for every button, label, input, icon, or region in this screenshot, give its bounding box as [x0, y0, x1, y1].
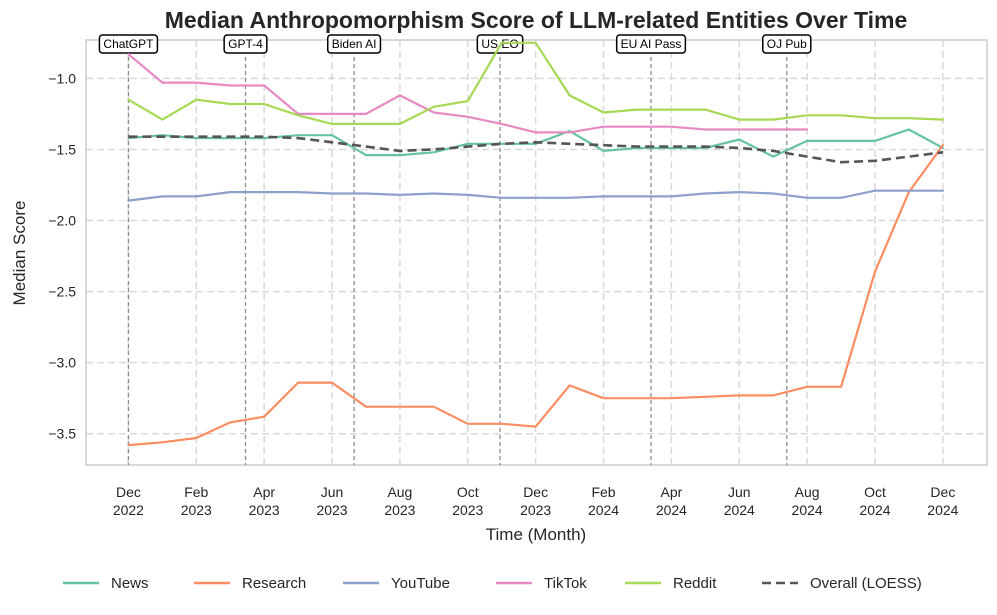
legend-label: News — [111, 575, 149, 592]
y-tick-label: −2.5 — [48, 284, 76, 300]
x-tick-label: Dec 2022 — [113, 484, 144, 518]
series-line-reddit — [127, 41, 945, 126]
event-label: ChatGPT — [98, 34, 159, 54]
series-lines — [127, 41, 945, 447]
x-axis-ticks: Dec 2022 Feb 2023 Apr 2023 Jun 2023 Aug 2023 Oct 20… — [113, 484, 959, 518]
series-line-tiktok — [127, 53, 809, 134]
x-axis-label: Time (Month) — [486, 525, 586, 544]
legend-item: Overall (LOESS) — [762, 575, 922, 592]
grid — [86, 40, 987, 465]
y-tick-label: −2.0 — [48, 213, 76, 229]
x-tick-label: Feb 2024 — [588, 484, 619, 518]
event-label: GPT-4 — [223, 34, 268, 54]
y-tick-label: −3.0 — [48, 355, 76, 371]
x-tick-label: Aug 2023 — [384, 484, 415, 518]
plot-frame — [85, 39, 988, 466]
event-label: EU AI Pass — [615, 34, 687, 54]
event-label-text: ChatGPT — [103, 37, 154, 51]
event-label-box — [223, 34, 268, 54]
legend-label: Overall (LOESS) — [810, 575, 922, 592]
x-tick-label: Apr 2023 — [249, 484, 280, 518]
legend-label: TikTok — [544, 575, 587, 592]
series-line-youtube — [127, 189, 945, 202]
x-tick-label: Dec 2024 — [927, 484, 958, 518]
x-tick-label: Jun 2023 — [316, 484, 347, 518]
event-label-text: EU AI Pass — [621, 37, 682, 51]
event-label: OJ Pub — [762, 34, 812, 54]
event-label-box — [762, 34, 812, 54]
event-label: Biden AI — [326, 34, 382, 54]
series-line-news — [127, 128, 945, 158]
legend-item: Research — [194, 575, 306, 592]
series-line-research — [127, 144, 945, 447]
y-tick-label: −1.5 — [48, 141, 76, 157]
legend-item: YouTube — [343, 575, 450, 592]
legend: News Research YouTube TikTok Reddit Overall (… — [63, 575, 922, 592]
x-tick-label: Oct 2023 — [452, 484, 483, 518]
event-label-box — [615, 34, 687, 54]
legend-label: Research — [242, 575, 306, 592]
event-label-text: Biden AI — [332, 37, 377, 51]
event-label-text: GPT-4 — [228, 37, 263, 51]
y-tick-label: −1.0 — [48, 70, 76, 86]
legend-item: News — [63, 575, 149, 592]
legend-label: YouTube — [391, 575, 450, 592]
legend-label: Reddit — [673, 575, 717, 592]
series-line-overall — [128, 135, 944, 164]
x-tick-label: Oct 2024 — [859, 484, 890, 518]
event-markers: ChatGPT GPT-4 Biden AI US EO EU AI Pass OJ Pu… — [98, 34, 812, 465]
legend-item: Reddit — [625, 575, 717, 592]
x-tick-label: Dec 2023 — [520, 484, 551, 518]
event-label-box — [326, 34, 382, 54]
event-label-box — [98, 34, 159, 54]
event-label-text: OJ Pub — [767, 37, 807, 51]
x-tick-label: Jun 2024 — [724, 484, 755, 518]
y-axis-label: Median Score — [10, 201, 29, 306]
x-tick-label: Aug 2024 — [792, 484, 823, 518]
y-tick-label: −3.5 — [48, 426, 76, 442]
chart-title: Median Anthropomorphism Score of LLM-rel… — [165, 7, 908, 33]
y-axis-ticks: −1.0 −1.5 −2.0 −2.5 −3.0 −3.5 — [48, 70, 76, 441]
legend-item: TikTok — [496, 575, 587, 592]
x-tick-label: Feb 2023 — [181, 484, 212, 518]
x-tick-label: Apr 2024 — [656, 484, 687, 518]
